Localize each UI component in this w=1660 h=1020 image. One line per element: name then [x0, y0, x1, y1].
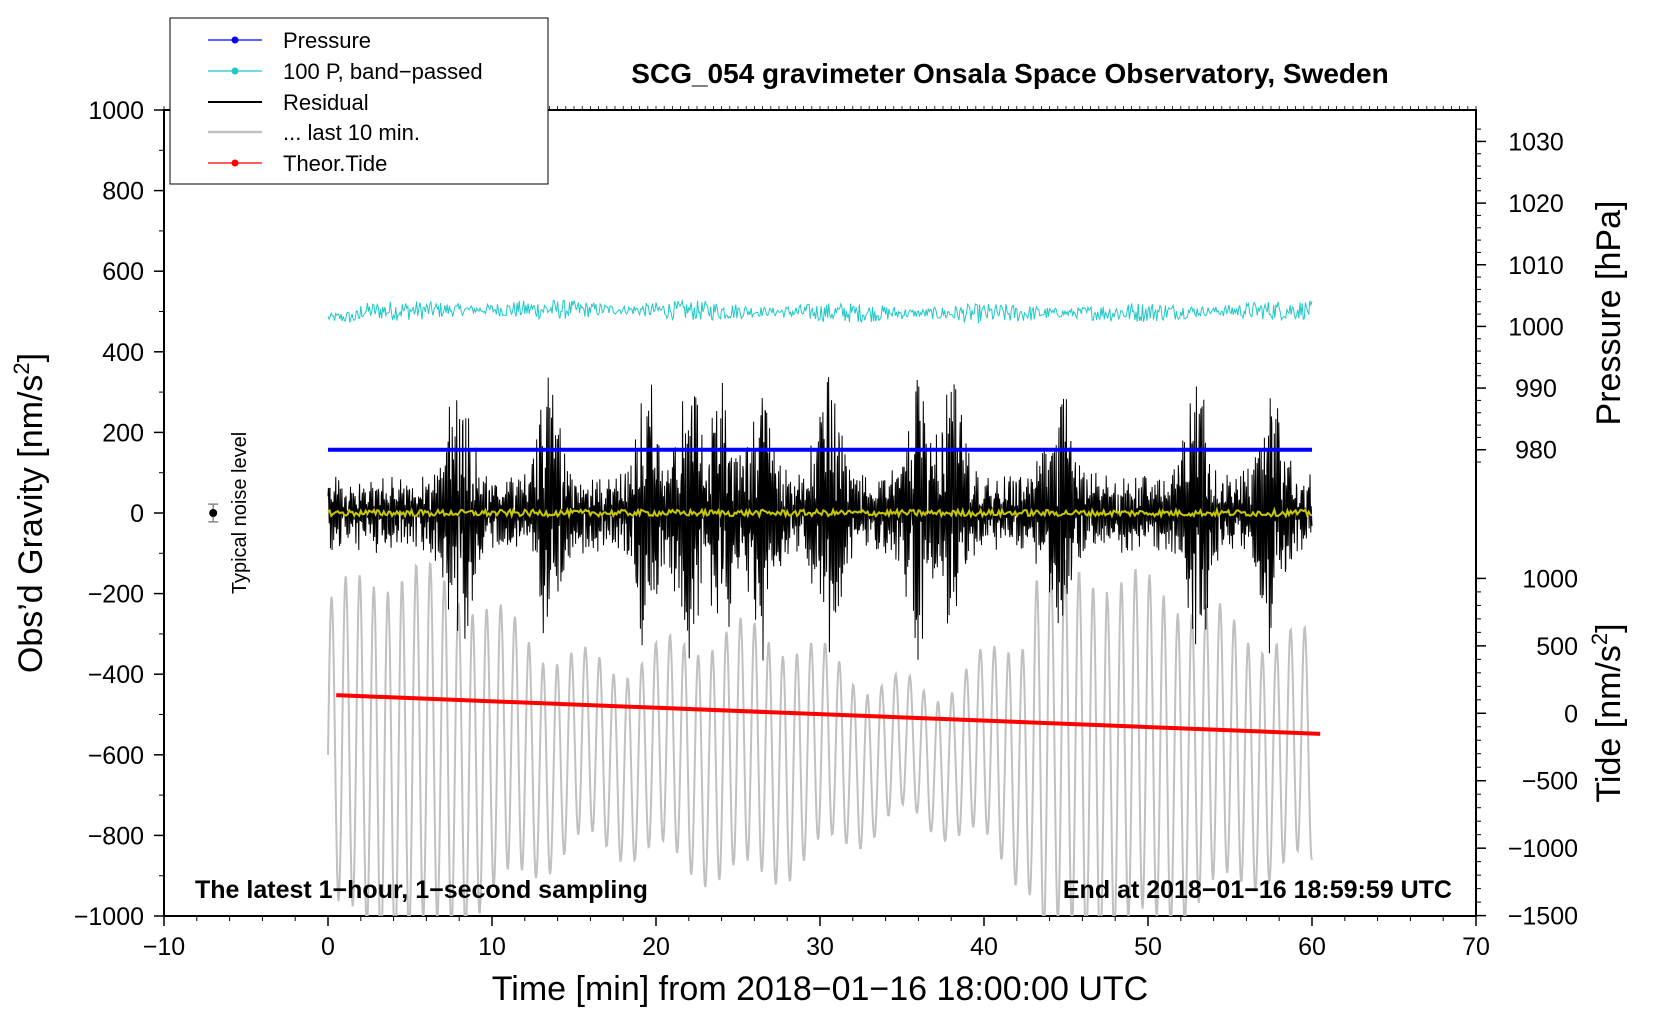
x-tick-label: 20	[642, 933, 670, 961]
tide-tick-label: −500	[1522, 768, 1578, 796]
y-axis-title-tide-end: ]	[1590, 623, 1628, 632]
legend-marker-tide	[231, 159, 239, 167]
x-tick-label: 60	[1298, 933, 1326, 961]
x-tick-label: 30	[806, 933, 834, 961]
annotation-sampling: The latest 1−hour, 1−second sampling	[195, 876, 648, 904]
tide-tick-label: 500	[1536, 633, 1578, 661]
legend-label-residual: Residual	[283, 90, 369, 115]
x-tick-label: 0	[321, 933, 335, 961]
legend-entry-tide: Theor.Tide	[208, 151, 387, 176]
legend-label-last10: ... last 10 min.	[283, 120, 420, 145]
x-tick-label: 40	[970, 933, 998, 961]
y-axis-title-tide: Tide [nm/s2]	[1587, 623, 1628, 802]
legend-entry-pressure: Pressure	[208, 28, 371, 53]
y-tick-label: −400	[88, 661, 144, 689]
legend-label-pressure: Pressure	[283, 28, 371, 53]
x-tick-label: 50	[1134, 933, 1162, 961]
tide-axis-ticks: −1500 −1000 −500 0 500 1000	[1476, 565, 1578, 931]
y-tick-label: −800	[88, 822, 144, 850]
y-tick-label: 0	[130, 500, 144, 528]
series-residual	[327, 377, 1313, 661]
y-axis-title-gravity-sup: 2	[9, 362, 34, 374]
y-axis-title-tide-sup: 2	[1587, 633, 1612, 645]
y-axis-ticks: −1000 −800 −600 −400 −200 0 200 400 600 800 1000	[74, 97, 164, 931]
pressure-tick-label: 1000	[1508, 313, 1564, 341]
x-axis-ticks: −10 0 10 20 30 40 50 60 70	[143, 106, 1490, 961]
y-axis-title-tide-main: Tide [nm/s	[1590, 645, 1628, 802]
y-axis-title-gravity-main: Obs’d Gravity [nm/s	[12, 375, 50, 674]
y-tick-label: −600	[88, 742, 144, 770]
chart-title: SCG_054 gravimeter Onsala Space Observat…	[631, 58, 1388, 89]
legend-entry-residual: Residual	[208, 90, 369, 115]
noise-marker	[208, 503, 219, 523]
pressure-tick-label: 1010	[1508, 252, 1564, 280]
tide-tick-label: 0	[1564, 700, 1578, 728]
y-tick-label: 200	[102, 419, 144, 447]
legend-label-bandpassed: 100 P, band−passed	[283, 59, 483, 84]
legend-label-tide: Theor.Tide	[283, 151, 387, 176]
y-tick-label: 600	[102, 258, 144, 286]
y-tick-label: 1000	[88, 97, 144, 125]
tide-tick-label: −1500	[1508, 903, 1578, 931]
series-bandpassed-pressure	[327, 299, 1313, 324]
pressure-tick-label: 980	[1515, 437, 1557, 465]
y-axis-title-pressure: Pressure [hPa]	[1590, 201, 1628, 426]
y-axis-title-gravity-end: ]	[12, 353, 50, 362]
x-axis-title: Time [min] from 2018−01−16 18:00:00 UTC	[492, 970, 1148, 1008]
tide-tick-label: −1000	[1508, 835, 1578, 863]
y-axis-title-gravity: Obs’d Gravity [nm/s2]	[9, 353, 50, 673]
pressure-tick-label: 1020	[1508, 190, 1564, 218]
series-theoretical-tide	[336, 693, 1321, 736]
y-tick-label: 400	[102, 339, 144, 367]
legend-entry-last10: ... last 10 min.	[208, 120, 420, 145]
pressure-tick-label: 1030	[1508, 128, 1564, 156]
y-tick-label: −200	[88, 581, 144, 609]
pressure-axis-ticks: 980 990 1000 1010 1020 1030	[1476, 128, 1564, 465]
legend-marker-pressure	[231, 36, 239, 44]
series-residual-mean	[327, 506, 1313, 520]
y-tick-label: 800	[102, 178, 144, 206]
y-tick-label: −1000	[74, 903, 144, 931]
legend-entry-bandpassed: 100 P, band−passed	[208, 59, 483, 84]
series-last-10-min	[327, 558, 1313, 916]
series-layer	[327, 299, 1321, 916]
x-tick-label: −10	[143, 933, 185, 961]
annotation-end-time: End at 2018−01−16 18:59:59 UTC	[1063, 876, 1452, 904]
legend: Pressure 100 P, band−passed Residual ...…	[169, 17, 549, 185]
x-tick-label: 10	[478, 933, 506, 961]
legend-marker-bandpassed	[231, 67, 239, 75]
noise-point	[209, 509, 218, 517]
x-tick-label: 70	[1462, 933, 1490, 961]
noise-level-label: Typical noise level	[229, 432, 251, 594]
tide-tick-label: 1000	[1522, 565, 1578, 593]
pressure-tick-label: 990	[1515, 375, 1557, 403]
